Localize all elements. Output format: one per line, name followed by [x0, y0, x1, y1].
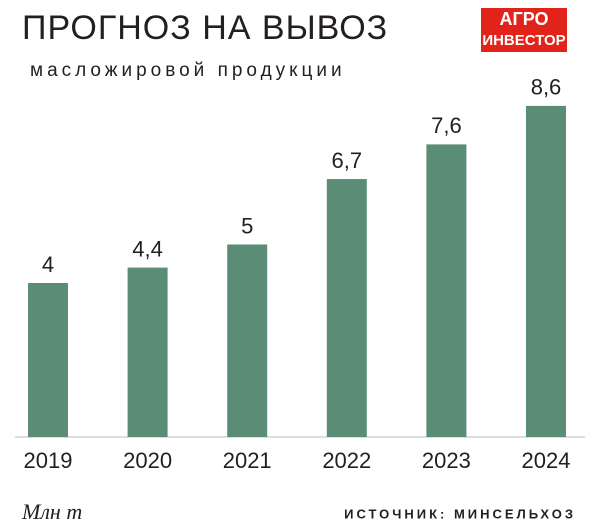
bar — [227, 244, 268, 437]
bar — [326, 179, 367, 438]
source: ИСТОЧНИК: МИНСЕЛЬХОЗ — [344, 506, 576, 521]
value-label: 4,4 — [132, 236, 163, 261]
x-tick-label: 2020 — [123, 448, 172, 473]
bar — [526, 105, 566, 438]
value-label: 4 — [42, 252, 54, 277]
x-tick-label: 2019 — [24, 448, 73, 473]
bar — [426, 144, 467, 437]
bar — [28, 283, 68, 437]
value-label: 5 — [241, 213, 253, 238]
bar — [127, 267, 168, 437]
logo-box — [481, 8, 567, 52]
value-label: 7,6 — [431, 113, 462, 138]
value-label: 8,6 — [531, 75, 562, 100]
unit-label: Млн т — [21, 499, 82, 524]
chart-title: ПРОГНОЗ НА ВЫВОЗ — [22, 9, 388, 47]
logo-text: ИНВЕСТОР — [482, 32, 565, 49]
x-tick-label: 2021 — [223, 448, 272, 473]
value-label: 6,7 — [332, 148, 363, 173]
logo-text: АГРО — [500, 9, 549, 29]
x-tick-label: 2023 — [422, 448, 471, 473]
x-tick-label: 2022 — [322, 448, 371, 473]
chart-subtitle: масложировой продукции — [30, 60, 346, 81]
x-tick-label: 2024 — [522, 448, 571, 473]
